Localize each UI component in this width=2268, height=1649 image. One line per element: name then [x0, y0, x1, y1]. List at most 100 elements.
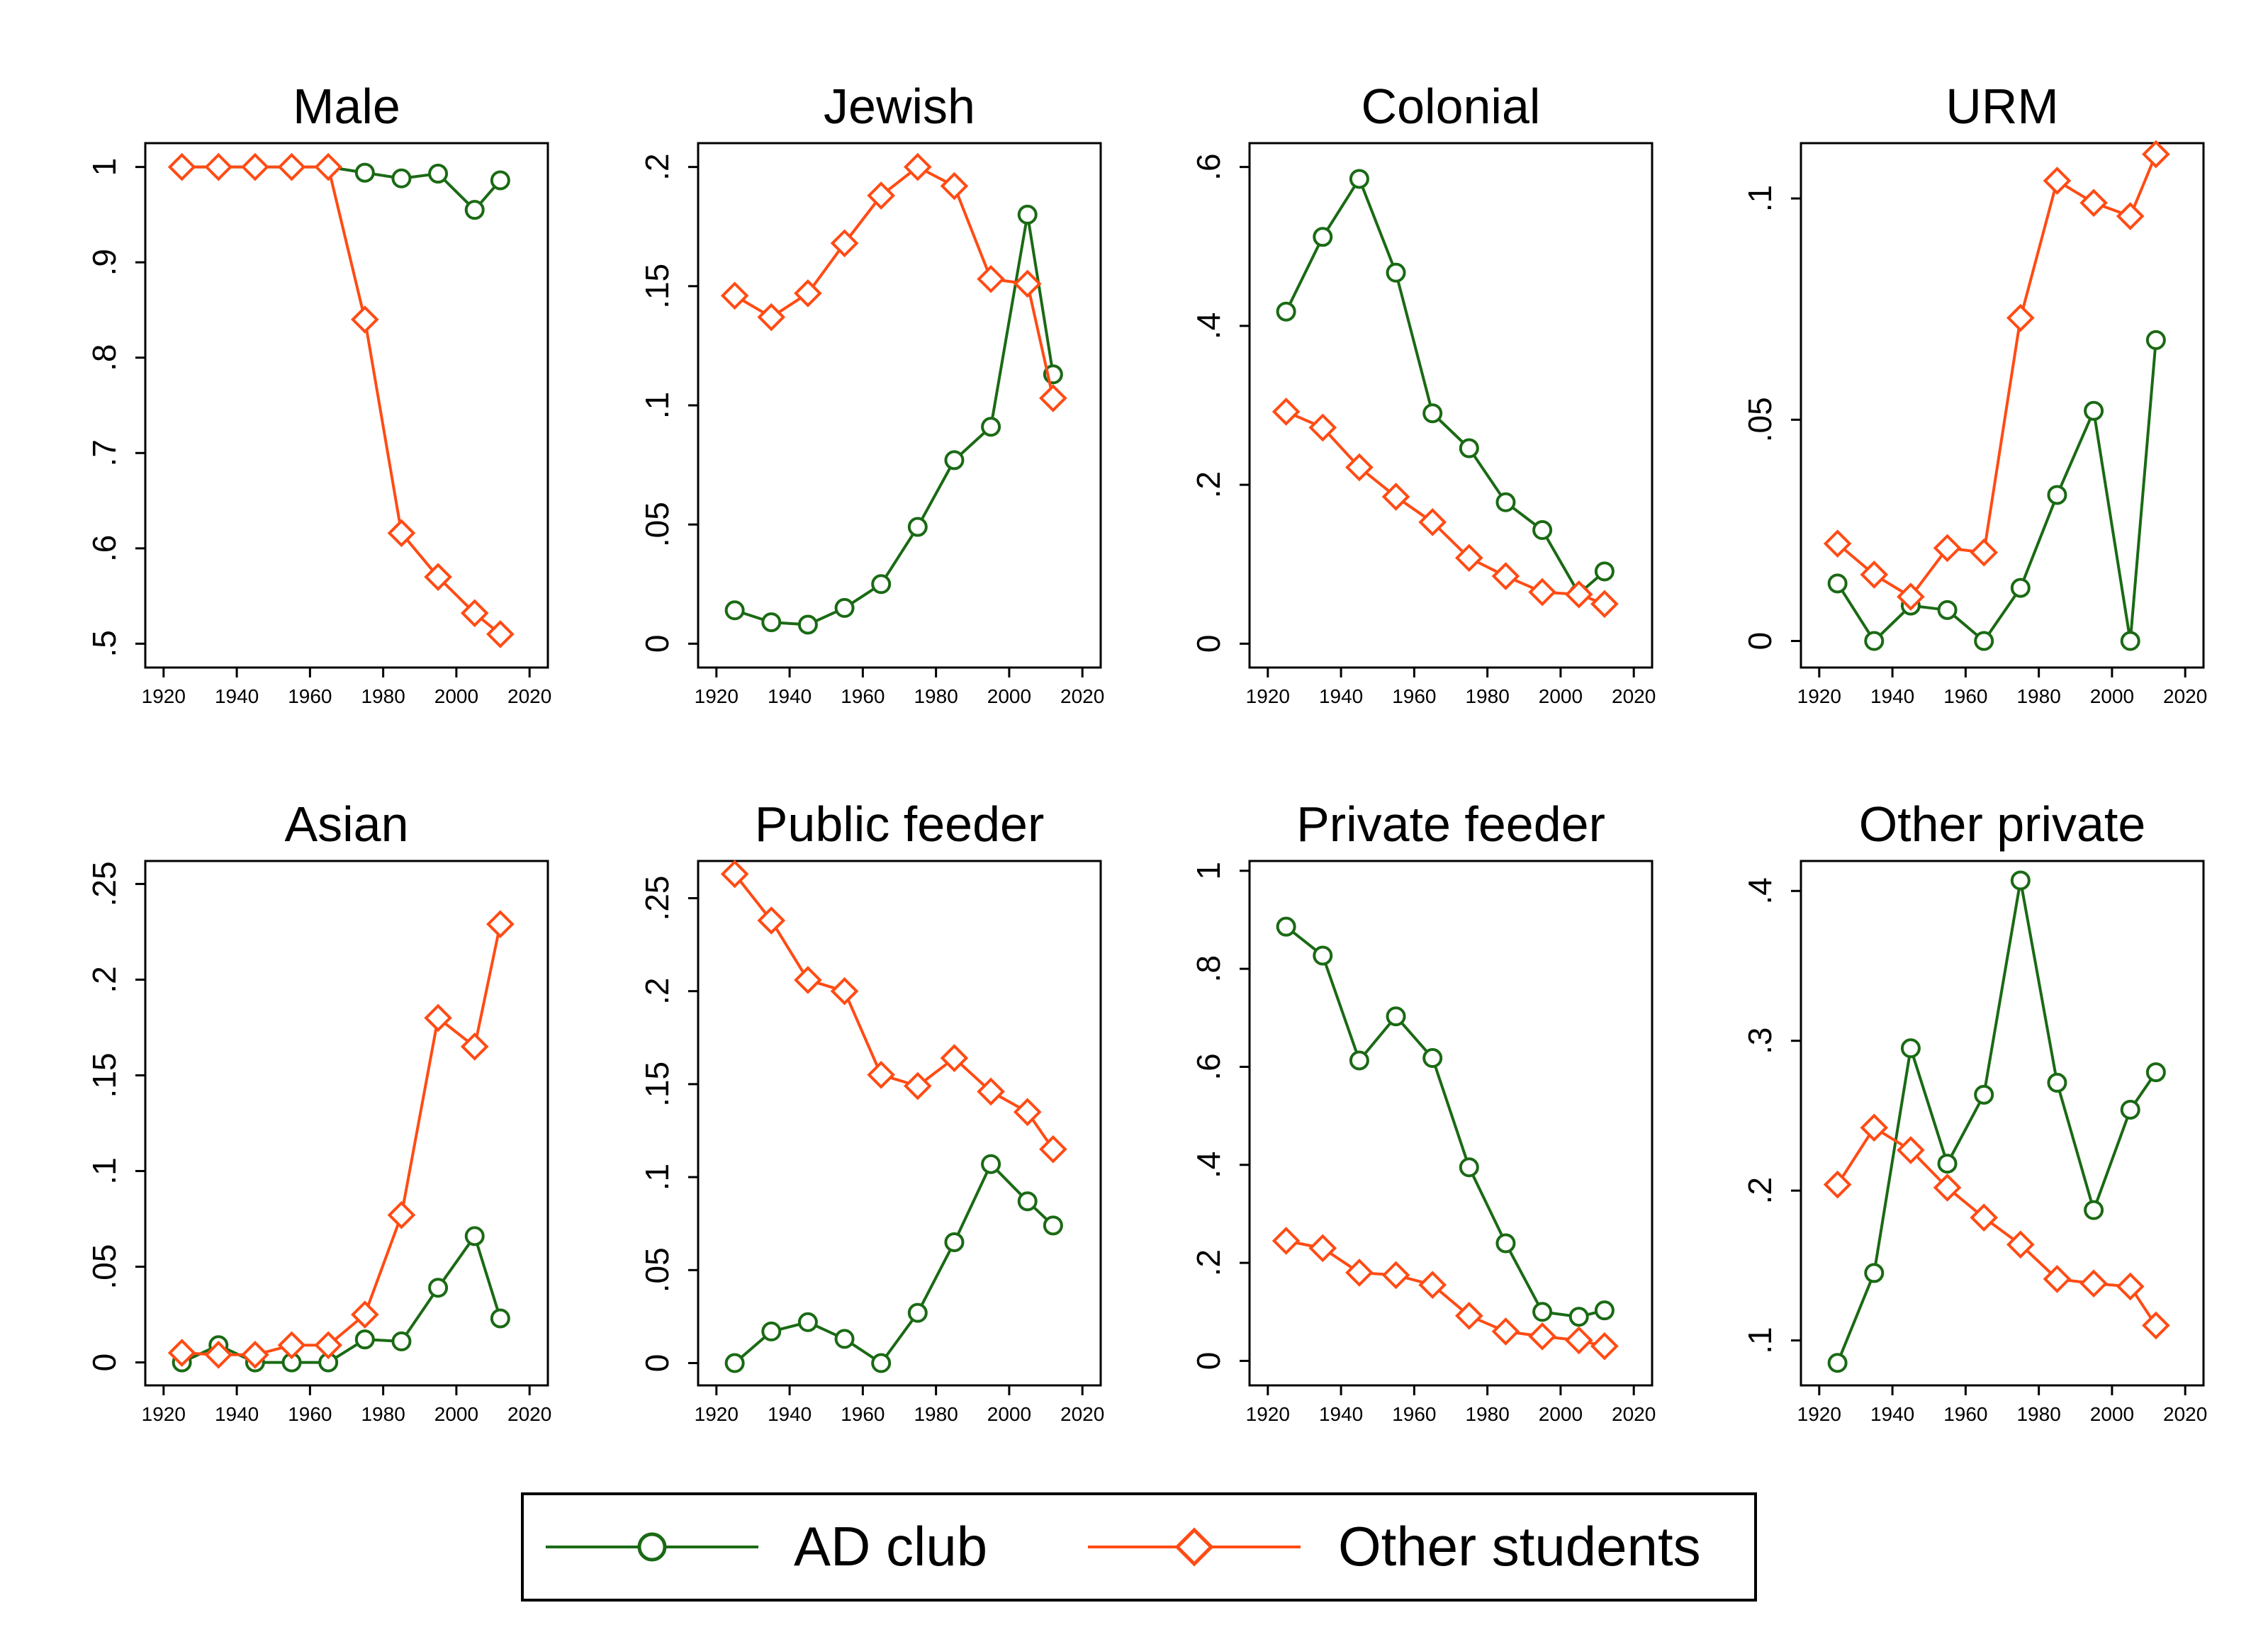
data-point-marker — [2116, 1272, 2145, 1301]
y-tick-label: .1 — [639, 1164, 675, 1191]
y-tick-label: .05 — [639, 1247, 675, 1293]
data-point-marker — [1568, 1307, 1589, 1327]
data-point-marker — [940, 171, 969, 201]
x-tick-label: 1960 — [288, 685, 332, 707]
data-point-marker — [277, 152, 306, 181]
data-point-marker — [1860, 1113, 1889, 1142]
data-point-marker — [1349, 169, 1369, 189]
series-other-students — [1271, 398, 1619, 619]
data-point-marker — [350, 1300, 379, 1329]
series-other-students — [167, 910, 515, 1369]
data-point-marker — [2006, 1230, 2035, 1259]
y-tick-label: .8 — [86, 344, 123, 371]
series-ad-club — [724, 1154, 1063, 1373]
plot-frame — [697, 142, 1102, 669]
data-point-marker — [387, 519, 416, 548]
data-point-marker — [2120, 1099, 2140, 1120]
panel-other-private: Other private 1920 1940 1960 1980 2000 2020 .1.… — [1741, 797, 2207, 1425]
data-point-marker — [1827, 1353, 1848, 1373]
data-point-marker — [1528, 1322, 1556, 1351]
data-point-marker — [871, 1353, 892, 1373]
series-line — [1836, 153, 2157, 599]
x-tick-label: 1960 — [1392, 1403, 1436, 1425]
data-point-marker — [391, 168, 412, 188]
x-tick-label: 2000 — [2090, 685, 2134, 707]
panel-urm: URM 1920 1940 1960 1980 2000 2020 0 .05 .1 — [1741, 79, 2207, 707]
y-tick-label: .05 — [639, 502, 675, 547]
y-tick-label: .1 — [1741, 1327, 1778, 1353]
x-tick-label: 1960 — [288, 1403, 332, 1425]
series-other-students — [720, 860, 1067, 1164]
data-point-marker — [1308, 1234, 1337, 1263]
data-point-marker — [1823, 1170, 1852, 1199]
data-point-marker — [1313, 945, 1333, 966]
series-line — [1836, 1126, 2157, 1327]
y-tick-label: .15 — [639, 1062, 675, 1107]
data-point-marker — [1418, 507, 1447, 536]
series-line — [734, 213, 1055, 626]
data-point-marker — [940, 1044, 969, 1072]
data-point-marker — [2006, 303, 2035, 332]
x-tick-label: 2020 — [507, 1403, 551, 1425]
x-tick-label: 2020 — [1612, 685, 1656, 707]
panel-colonial: Colonial 1920 1940 1960 1980 2000 2020 0 .2 .4 .6 — [1190, 79, 1656, 707]
x-tick-label: 1940 — [215, 1403, 259, 1425]
data-point-marker — [424, 563, 452, 592]
x-tick-label: 1940 — [1319, 1403, 1363, 1425]
data-point-marker — [354, 162, 375, 183]
data-point-marker — [1013, 269, 1042, 298]
y-tick-label: .05 — [1741, 397, 1778, 442]
data-point-marker — [1422, 403, 1443, 424]
data-point-marker — [2145, 1062, 2166, 1083]
data-point-marker — [167, 1339, 196, 1367]
data-point-marker — [2142, 140, 2170, 169]
data-point-marker — [1276, 916, 1296, 937]
x-tick-label: 1940 — [1319, 685, 1363, 707]
y-tick-label: .7 — [86, 439, 123, 466]
data-point-marker — [460, 599, 489, 628]
x-tick-label: 1940 — [768, 685, 812, 707]
series-line — [181, 923, 502, 1356]
y-tick-label: .4 — [1741, 877, 1778, 904]
x-tick-label: 1980 — [914, 685, 958, 707]
data-point-marker — [1345, 453, 1374, 482]
y-tick-label: 1 — [1190, 862, 1227, 880]
data-point-marker — [1590, 1332, 1619, 1361]
y-tick-label: .05 — [86, 1244, 123, 1290]
data-point-marker — [1827, 573, 1848, 594]
data-point-marker — [1386, 262, 1406, 283]
x-tick-label: 2020 — [507, 685, 551, 707]
series-line — [1285, 925, 1605, 1319]
data-point-marker — [1495, 492, 1516, 512]
panel-title: URM — [1946, 79, 2058, 134]
y-tick-label: .25 — [86, 861, 123, 906]
data-point-marker — [2047, 1072, 2067, 1093]
data-point-marker — [1381, 483, 1410, 511]
y-tick-label: .2 — [1190, 471, 1227, 498]
data-point-marker — [241, 152, 269, 181]
x-tick-label: 2020 — [1060, 685, 1104, 707]
x-tick-label: 1920 — [142, 685, 186, 707]
panel-asian: Asian 1920 1940 1960 1980 2000 2020 0 .05 .1 .15 .2… — [86, 797, 551, 1425]
data-point-marker — [1349, 1050, 1369, 1071]
y-tick-label: .9 — [86, 249, 123, 276]
series-line — [734, 1162, 1055, 1365]
y-tick-label: .2 — [86, 966, 123, 993]
data-point-marker — [907, 1302, 928, 1323]
x-tick-label: 1940 — [1870, 1403, 1914, 1425]
series-ad-club — [724, 204, 1063, 635]
data-point-marker — [424, 1003, 452, 1032]
y-tick-label: .15 — [86, 1053, 123, 1098]
data-point-marker — [314, 1331, 343, 1360]
y-tick-label: 0 — [639, 635, 675, 653]
data-point-marker — [387, 1200, 416, 1229]
series-ad-club — [1276, 916, 1615, 1327]
plot-frame — [1248, 142, 1654, 669]
data-point-marker — [761, 612, 782, 633]
x-tick-label: 1980 — [914, 1403, 958, 1425]
y-tick-label: .2 — [639, 978, 675, 1005]
series-other-students — [720, 152, 1067, 412]
plot-frame — [697, 860, 1102, 1387]
data-point-marker — [1900, 1038, 1921, 1059]
data-point-marker — [1594, 1300, 1615, 1321]
